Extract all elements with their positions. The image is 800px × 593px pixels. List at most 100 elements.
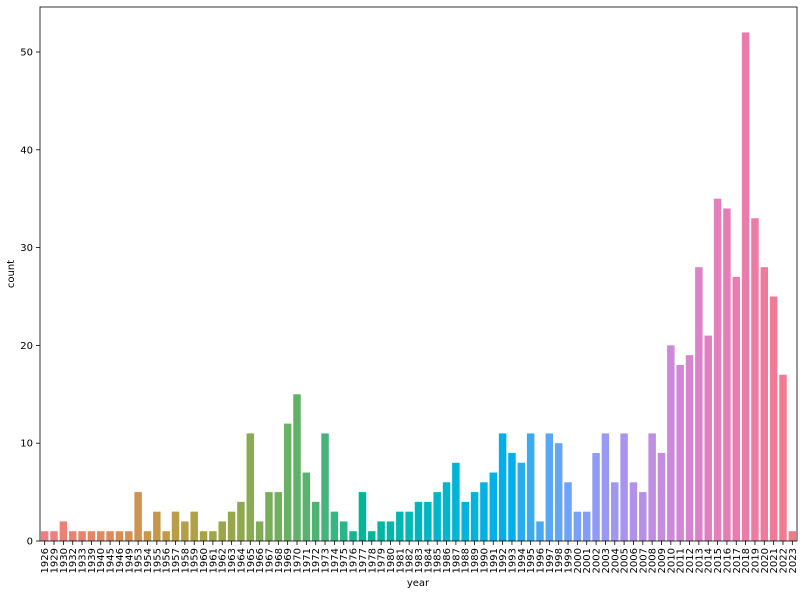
bar (433, 492, 441, 541)
bar (498, 433, 507, 541)
y-tick-label: 10 (20, 439, 33, 450)
bar (125, 531, 133, 541)
bar (134, 492, 142, 541)
x-tick-label: 1926 (40, 548, 51, 573)
x-tick-label: 1949 (124, 548, 135, 573)
bar (162, 531, 170, 541)
x-axis-label: year (407, 578, 430, 589)
x-tick-label: 2002 (592, 548, 603, 573)
bar (330, 511, 339, 541)
bar (564, 482, 572, 541)
x-tick-label: 1982 (405, 548, 416, 573)
bar (190, 511, 198, 541)
bar (695, 267, 703, 541)
bar (414, 501, 423, 541)
bar (536, 521, 544, 541)
x-tick-label: 1992 (498, 548, 509, 573)
x-tick-label: 2008 (648, 548, 659, 573)
x-tick-label: 1946 (115, 548, 126, 573)
bar (751, 218, 759, 541)
x-tick-label: 1962 (218, 548, 229, 573)
x-tick-label: 1997 (545, 548, 556, 573)
bar (115, 531, 124, 541)
bar (50, 531, 58, 541)
bar (704, 335, 712, 541)
bar (554, 443, 563, 541)
bar (713, 198, 722, 541)
bar (143, 531, 152, 541)
x-tick-label: 2010 (666, 548, 677, 573)
x-tick-label: 2016 (722, 548, 733, 573)
bar (508, 452, 516, 541)
x-tick-label: 1977 (358, 548, 369, 573)
x-tick-label: 1945 (106, 548, 117, 573)
x-tick-label: 1978 (367, 548, 378, 573)
bar (639, 492, 647, 541)
bar (601, 433, 610, 541)
bar (302, 472, 311, 541)
bar (368, 531, 376, 541)
bar (349, 531, 357, 541)
y-tick-label: 40 (20, 145, 33, 156)
x-tick-label: 2023 (788, 548, 799, 573)
x-tick-label: 1996 (535, 548, 546, 573)
bar (87, 531, 96, 541)
y-tick-label: 50 (20, 47, 33, 58)
x-tick-label: 1959 (190, 548, 201, 573)
x-tick-label: 1990 (479, 548, 490, 573)
x-tick-label: 1989 (470, 548, 481, 573)
bar (339, 521, 348, 541)
bar (405, 511, 413, 541)
y-tick-label: 30 (20, 243, 33, 254)
bar (648, 433, 656, 541)
x-tick-label: 1930 (59, 548, 70, 573)
x-tick-label: 2005 (620, 548, 631, 573)
x-tick-label: 1955 (152, 548, 163, 573)
x-tick-label: 2011 (676, 548, 687, 573)
bar (442, 482, 451, 541)
x-tick-label: 1957 (171, 548, 182, 573)
bar (358, 492, 367, 541)
x-tick-label: 1986 (442, 548, 453, 573)
bar (171, 511, 180, 541)
bar (461, 501, 469, 541)
x-tick-label: 2003 (601, 548, 612, 573)
bar (237, 501, 245, 541)
x-tick-label: 2001 (582, 548, 593, 573)
x-tick-label: 1991 (489, 548, 500, 573)
x-tick-label: 2017 (732, 548, 743, 573)
bar (209, 531, 217, 541)
x-tick-label: 1932 (68, 548, 79, 573)
bar (526, 433, 535, 541)
bar (246, 433, 255, 541)
x-tick-label: 1954 (143, 548, 154, 573)
bar (657, 452, 666, 541)
x-tick-label: 1984 (423, 548, 434, 573)
bar (68, 531, 77, 541)
x-tick-label: 1940 (96, 548, 107, 573)
bar (106, 531, 114, 541)
x-tick-label: 2020 (760, 548, 771, 573)
bar (685, 355, 694, 541)
bar (480, 482, 488, 541)
x-tick-label: 1999 (564, 548, 575, 573)
bar (293, 394, 301, 541)
bar (424, 501, 432, 541)
x-tick-label: 1972 (311, 548, 322, 573)
x-tick-label: 1958 (180, 548, 191, 573)
bar (227, 511, 236, 541)
x-tick-label: 1939 (87, 548, 98, 573)
bar (573, 511, 582, 541)
x-tick-label: 2000 (573, 548, 584, 573)
bar (620, 433, 628, 541)
bar (40, 531, 49, 541)
bar (78, 531, 86, 541)
x-tick-label: 1998 (554, 548, 565, 573)
x-tick-label: 2009 (657, 548, 668, 573)
bar (153, 511, 161, 541)
x-tick-label: 1994 (517, 548, 528, 573)
bar (311, 501, 320, 541)
x-tick-label: 2014 (704, 548, 715, 573)
x-tick-label: 1993 (507, 548, 518, 573)
bar (788, 531, 797, 541)
